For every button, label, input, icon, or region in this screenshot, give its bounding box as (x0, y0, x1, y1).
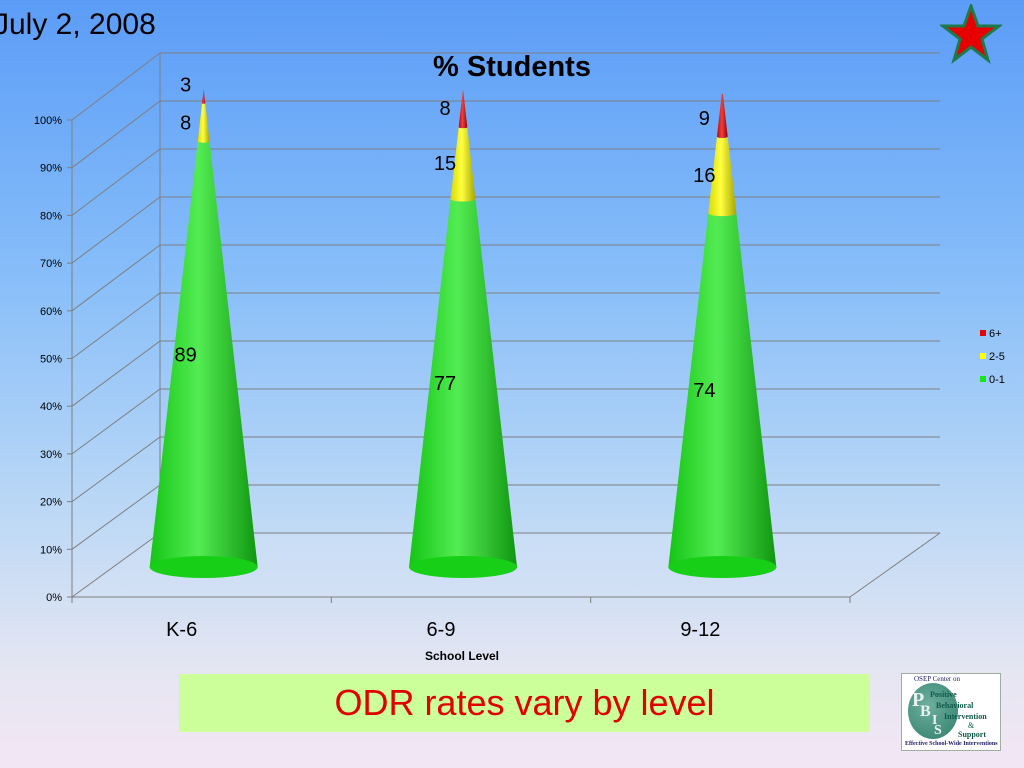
legend-label-6+: 6+ (989, 328, 1002, 340)
gridline (71, 100, 940, 169)
pbis-logo: OSEP Center on P B I S Positive Behavior… (901, 673, 1001, 751)
logo-word-intervention: Intervention (944, 712, 987, 721)
data-label-9-12-0-1: 74 (693, 380, 715, 402)
legend: 6+ 2-5 0-1 (980, 328, 1005, 386)
data-label-6-9-0-1: 77 (434, 373, 456, 395)
y-tick-label: 70% (40, 258, 62, 270)
data-label-6-9-2-5: 15 (434, 153, 456, 175)
cone-base (409, 556, 517, 578)
logo-emblem: P B I S (908, 683, 958, 739)
logo-letter-b: B (920, 703, 931, 720)
y-tick-label: 100% (34, 115, 62, 127)
gridline (71, 388, 940, 455)
logo-letter-p: P (912, 689, 925, 711)
cone-segment-2-5 (197, 103, 210, 143)
logo-footer: Effective School-Wide Interventions (905, 741, 998, 747)
gridline (71, 52, 940, 121)
gridline (71, 292, 940, 359)
gridline (71, 244, 940, 312)
cone-9-12 (668, 93, 777, 578)
legend-swatch-2-5 (980, 353, 986, 359)
y-tick-label: 40% (40, 401, 62, 413)
gridline (71, 532, 161, 598)
gridline (71, 436, 940, 503)
cone-K-6 (149, 89, 258, 578)
logo-word-behavioral: Behavioral (936, 701, 974, 710)
logo-word-amp: & (968, 721, 975, 730)
cone-segment-0-1 (668, 213, 777, 578)
cones (149, 89, 777, 578)
gridline (71, 196, 940, 264)
legend-swatch-6+ (980, 330, 986, 336)
y-tick-label: 50% (40, 354, 62, 366)
y-tick-label: 80% (40, 210, 62, 222)
data-label-K-6-0-1: 89 (175, 344, 197, 366)
y-tick-label: 30% (40, 449, 62, 461)
cone-segment-6+ (716, 93, 728, 138)
cone-base (668, 556, 777, 578)
gridline (71, 340, 940, 407)
star-icon (940, 4, 1002, 64)
cone-segment-6+ (202, 89, 206, 104)
legend-label-2-5: 2-5 (989, 351, 1005, 363)
chart-title: % Students (433, 51, 591, 83)
data-label-K-6-2-5: 8 (180, 112, 191, 134)
y-tick-label: 90% (40, 163, 62, 175)
slide-date: July 2, 2008 (0, 8, 156, 41)
logo-letter-s: S (934, 723, 942, 738)
x-axis-ticks: K-6 6-9 9-12 (71, 597, 851, 641)
cone-segment-6+ (458, 89, 468, 129)
data-label-K-6-6+: 3 (180, 74, 191, 96)
star-shape (940, 4, 1002, 64)
y-tick-label: 0% (46, 592, 62, 604)
caption-box: ODR rates vary by level (179, 674, 870, 732)
caption-text: ODR rates vary by level (334, 682, 715, 723)
cone-6-9 (409, 89, 517, 578)
cone-segment-0-1 (149, 141, 258, 578)
data-label-6-9-6+: 8 (439, 98, 450, 120)
logo-word-positive: Positive (930, 690, 957, 699)
y-axis-ticks: 0% 10% 20% 30% 40% 50% 60% 70% 80% 90% 100% (34, 115, 72, 604)
data-label-9-12-6+: 9 (699, 108, 710, 130)
x-axis-title: School Level (425, 649, 499, 663)
logo-header: OSEP Center on (914, 675, 961, 683)
data-label-9-12-2-5: 16 (693, 165, 715, 187)
y-tick-label: 60% (40, 306, 62, 318)
logo-word-support: Support (958, 730, 987, 739)
y-tick-label: 20% (40, 497, 62, 509)
legend-swatch-0-1 (980, 376, 986, 382)
cone-base (149, 556, 258, 578)
x-tick-label: 9-12 (680, 619, 720, 641)
floor-right-edge (849, 532, 941, 598)
gridline (71, 148, 940, 216)
legend-label-0-1: 0-1 (989, 374, 1005, 386)
x-tick-label: K-6 (166, 619, 197, 641)
logo-letter-i: I (932, 713, 938, 728)
cone-segment-2-5 (708, 136, 737, 217)
x-tick-label: 6-9 (427, 619, 456, 641)
cone-segment-2-5 (450, 127, 476, 202)
cone-segment-0-1 (409, 198, 517, 578)
y-tick-label: 10% (40, 544, 62, 556)
